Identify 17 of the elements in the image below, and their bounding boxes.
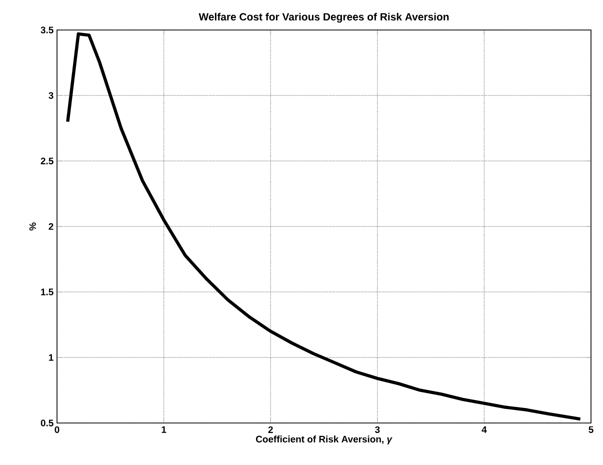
y-tick-label: 3.5 [40, 26, 54, 34]
chart-title: Welfare Cost for Various Degrees of Risk Aversion [198, 12, 449, 23]
y-tick-label: 0.5 [40, 420, 54, 426]
y-tick-label: 1.5 [41, 288, 54, 296]
y-axis-title: % [29, 222, 36, 230]
x-tick-label: 0 [54, 426, 60, 434]
y-tick-label: 2 [48, 223, 54, 230]
x-tick-label: 1 [162, 426, 166, 433]
x-tick-label: 3 [374, 426, 380, 434]
x-tick-label: 4 [482, 426, 487, 433]
x-axis-title: Coefficient of Risk Aversion, γ [256, 436, 392, 444]
y-tick-label: 3 [48, 92, 54, 99]
x-tick-label: 2 [268, 426, 273, 433]
line-series [66, 32, 582, 421]
y-tick-label: 2.5 [40, 158, 54, 164]
x-tick-label: 5 [588, 426, 594, 433]
y-tick-label: 1 [48, 354, 54, 361]
